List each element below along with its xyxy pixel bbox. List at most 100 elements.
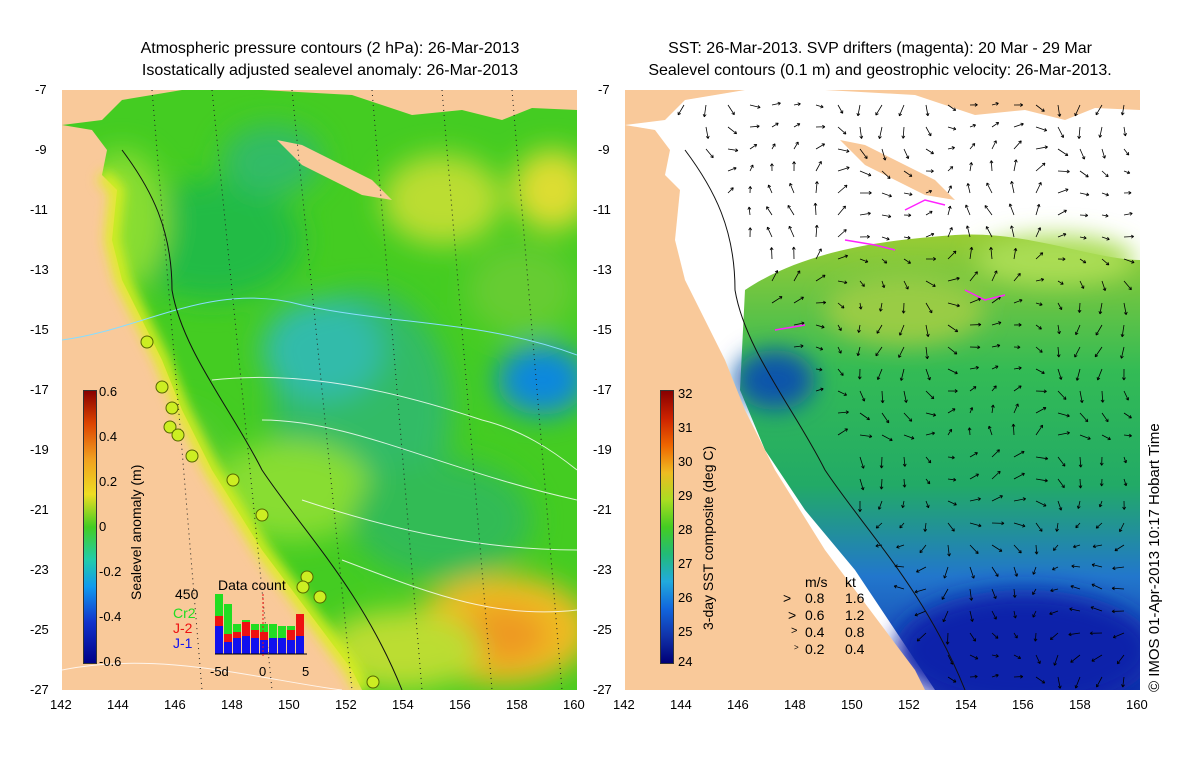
left-lon-tick: 148 [221, 697, 243, 712]
velocity-arrow [1077, 126, 1082, 139]
velocity-arrow [837, 184, 848, 194]
sst-colorbar-label: 3-day SST composite (deg C) [700, 445, 716, 630]
velocity-arrow [969, 674, 978, 679]
velocity-arrow [919, 544, 927, 554]
velocity-arrow [1013, 674, 1024, 679]
velocity-arrow [749, 144, 758, 150]
velocity-arrow [1079, 170, 1089, 178]
velocity-arrow [1013, 366, 1022, 371]
right-lat-tick: -27 [593, 682, 612, 697]
velocity-arrow [991, 270, 998, 282]
velocity-arrow [903, 434, 915, 440]
velocity-arrow [1123, 258, 1135, 264]
velocity-arrow [837, 346, 842, 354]
velocity-arrow [1074, 676, 1081, 689]
velocity-arrow [947, 276, 960, 282]
velocity-arrow [1057, 302, 1063, 311]
velocity-arrow [991, 654, 999, 658]
velocity-arrow [903, 258, 911, 264]
velocity-arrow [984, 205, 993, 216]
colorbar-tick: 32 [678, 386, 693, 401]
velocity-arrow [1034, 544, 1039, 555]
velocity-arrow [1057, 148, 1069, 157]
velocity-arrow [1032, 566, 1037, 575]
velocity-arrow [1013, 298, 1023, 304]
velocity-arrow [893, 584, 905, 590]
colorbar-tick: 25 [678, 624, 693, 639]
velocity-arrow [1123, 478, 1128, 487]
velocity-arrow [1032, 588, 1037, 595]
legend-row-ms: 0.6 [805, 607, 825, 623]
right-lon-tick: 150 [841, 697, 863, 712]
left-lat-tick: -9 [35, 142, 47, 157]
colorbar-tick: 0.6 [99, 384, 118, 399]
velocity-arrow [1053, 544, 1059, 551]
velocity-arrow [1101, 280, 1107, 292]
velocity-arrow [1089, 631, 1103, 636]
velocity-arrow [925, 500, 930, 509]
velocity-arrow [1010, 225, 1015, 238]
velocity-arrow [879, 478, 884, 490]
velocity-arrow [1101, 192, 1109, 197]
velocity-arrow [898, 104, 905, 117]
velocity-arrow [947, 408, 956, 414]
velocity-arrow [896, 544, 905, 549]
velocity-arrow [989, 246, 993, 260]
velocity-arrow [1101, 170, 1109, 178]
data-count-xtick: 0 [259, 664, 267, 679]
velocity-arrow [925, 189, 933, 194]
right-lon-tick: 158 [1069, 697, 1091, 712]
velocity-arrow [1101, 236, 1110, 241]
velocity-arrow [1013, 122, 1024, 128]
velocity-arrow [1012, 588, 1017, 598]
colorbar-tick: 30 [678, 454, 693, 469]
velocity-arrow [1057, 104, 1062, 117]
velocity-arrow [991, 521, 1005, 526]
velocity-arrow [1033, 632, 1038, 642]
velocity-arrow [1068, 632, 1081, 637]
velocity-arrow [1123, 148, 1130, 156]
velocity-arrow [947, 104, 957, 111]
velocity-arrow [1049, 610, 1059, 616]
velocity-arrow [1123, 211, 1133, 216]
velocity-arrow [969, 297, 982, 304]
velocity-arrow [881, 434, 893, 442]
velocity-arrow [903, 280, 909, 290]
velocity-arrow [1035, 500, 1047, 507]
velocity-arrow [1101, 412, 1109, 423]
velocity-arrow [876, 324, 883, 334]
velocity-arrow [1057, 478, 1065, 489]
velocity-arrow [1095, 104, 1103, 116]
velocity-arrow [702, 104, 707, 118]
velocity-arrow [837, 390, 847, 396]
velocity-arrow [747, 206, 752, 216]
velocity-arrow [749, 164, 754, 172]
velocity-arrow [1035, 277, 1045, 282]
velocity-arrow [857, 324, 861, 333]
velocity-arrow [1013, 632, 1018, 639]
velocity-arrow [898, 346, 905, 358]
left-lat-tick: -11 [30, 202, 48, 217]
right-lat-tick: -23 [593, 562, 612, 577]
velocity-arrow [1035, 203, 1041, 216]
velocity-arrow [1112, 566, 1125, 571]
velocity-arrow [943, 566, 949, 579]
velocity-arrow [881, 258, 888, 264]
velocity-arrow [925, 346, 930, 360]
velocity-arrow [705, 148, 714, 159]
velocity-arrow [815, 346, 824, 351]
velocity-arrow [945, 632, 950, 645]
velocity-arrow [1057, 232, 1067, 238]
velocity-arrow [837, 280, 848, 285]
colorbar-tick: 28 [678, 522, 693, 537]
pressure-contours [151, 90, 563, 690]
land-masses-sst [625, 90, 1140, 690]
sealevel-anomaly-map [62, 90, 577, 690]
velocity-arrow [793, 321, 805, 326]
velocity-arrow [837, 126, 847, 135]
sealevel-anomaly-svg [62, 90, 577, 690]
velocity-arrow [837, 254, 849, 260]
velocity-arrow [1120, 346, 1125, 359]
velocity-arrow [942, 610, 949, 623]
left-lon-tick: 142 [50, 697, 72, 712]
